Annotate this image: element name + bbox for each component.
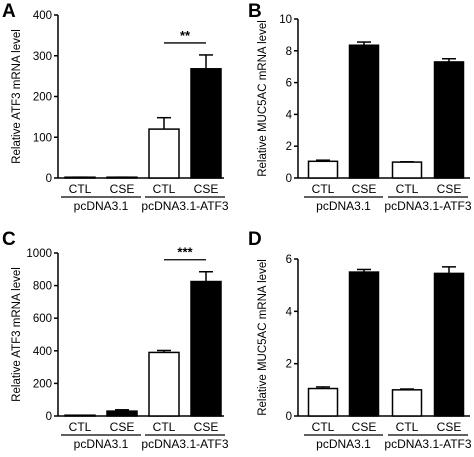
panel-d: D 0 2 4 6 Relative MUC5AC mRNA level CTL CSE CTL…: [248, 229, 472, 451]
y-tick-label: 100: [33, 132, 52, 144]
y-tick-label: 200: [33, 378, 52, 390]
x-tick-label: CTL: [312, 420, 335, 434]
x-tick-label: CSE: [110, 420, 135, 434]
bar-cse: [433, 272, 465, 417]
group-label: pcDNA3.1-ATF3: [141, 199, 228, 213]
x-tick-label: CTL: [69, 182, 92, 196]
bar-cse: [348, 44, 380, 179]
bar-cse: [348, 271, 380, 417]
panel-letter: B: [248, 1, 262, 22]
y-tick-label: 400: [33, 10, 52, 22]
panel-letter: D: [248, 229, 262, 250]
x-tick-label: CTL: [312, 182, 335, 196]
group-label: pcDNA3.1-ATF3: [384, 437, 471, 451]
x-tick-label: CSE: [194, 182, 219, 196]
bar-ctl: [391, 389, 423, 417]
x-tick-label: CTL: [153, 420, 176, 434]
bar-cse: [190, 280, 222, 417]
y-tick-label: 8: [286, 46, 292, 58]
x-tick-label: CTL: [396, 182, 419, 196]
y-tick-label: 4: [286, 109, 293, 121]
y-tick-label: 800: [33, 281, 52, 293]
bar-cse: [106, 410, 138, 417]
group-label: pcDNA3.1: [316, 199, 371, 213]
x-tick-label: CSE: [437, 182, 462, 196]
significance-label: ***: [177, 245, 193, 260]
group-label: pcDNA3.1: [74, 199, 129, 213]
y-axis-title: Relative ATF3 mRNA level: [11, 29, 23, 164]
y-tick-label: 4: [286, 306, 293, 318]
y-tick-label: 0: [286, 173, 292, 185]
panel-letter: A: [2, 1, 16, 22]
y-tick-label: 6: [286, 78, 292, 90]
group-label: pcDNA3.1-ATF3: [141, 437, 228, 451]
y-axis-title: Relative MUC5AC mRNA level: [257, 20, 269, 177]
y-tick-label: 2: [286, 141, 292, 153]
y-tick-label: 0: [286, 411, 292, 423]
group-label: pcDNA3.1: [316, 437, 371, 451]
x-tick-label: CSE: [352, 182, 377, 196]
bar-ctl: [307, 160, 339, 179]
y-axis-title: Relative ATF3 mRNA level: [11, 267, 23, 402]
group-label: pcDNA3.1-ATF3: [384, 199, 471, 213]
x-tick-label: CSE: [437, 420, 462, 434]
panel-b: B 0 2 4 6 8 10 Relative MUC5AC mRNA level CTL CSE…: [248, 1, 472, 213]
y-tick-label: 300: [33, 51, 52, 63]
y-tick-label: 400: [33, 346, 52, 358]
x-tick-label: CTL: [396, 420, 419, 434]
y-tick-label: 600: [33, 313, 52, 325]
bar-cse: [433, 61, 465, 179]
x-tick-label: CSE: [352, 420, 377, 434]
bar-cse: [190, 68, 222, 179]
y-tick-label: 2: [286, 359, 292, 371]
significance-label: **: [180, 28, 191, 43]
group-label: pcDNA3.1: [74, 437, 129, 451]
y-tick-label: 0: [46, 411, 52, 423]
y-tick-label: 0: [46, 173, 52, 185]
y-tick-label: 10: [279, 14, 292, 26]
y-tick-label: 200: [33, 92, 52, 104]
y-axis-title: Relative MUC5AC mRNA level: [257, 259, 269, 416]
bar-ctl: [391, 161, 423, 179]
panel-a: A 0 100 200 300 400 Relative ATF3 mRNA level CT…: [2, 1, 229, 213]
bar-ctl: [148, 351, 180, 417]
bar-ctl: [148, 128, 180, 179]
x-tick-label: CSE: [110, 182, 135, 196]
x-tick-label: CTL: [153, 182, 176, 196]
bar-ctl: [307, 387, 339, 417]
y-tick-label: 1000: [26, 248, 52, 260]
x-tick-label: CSE: [194, 420, 219, 434]
x-tick-label: CTL: [69, 420, 92, 434]
panel-letter: C: [2, 229, 16, 250]
y-tick-label: 6: [286, 254, 292, 266]
